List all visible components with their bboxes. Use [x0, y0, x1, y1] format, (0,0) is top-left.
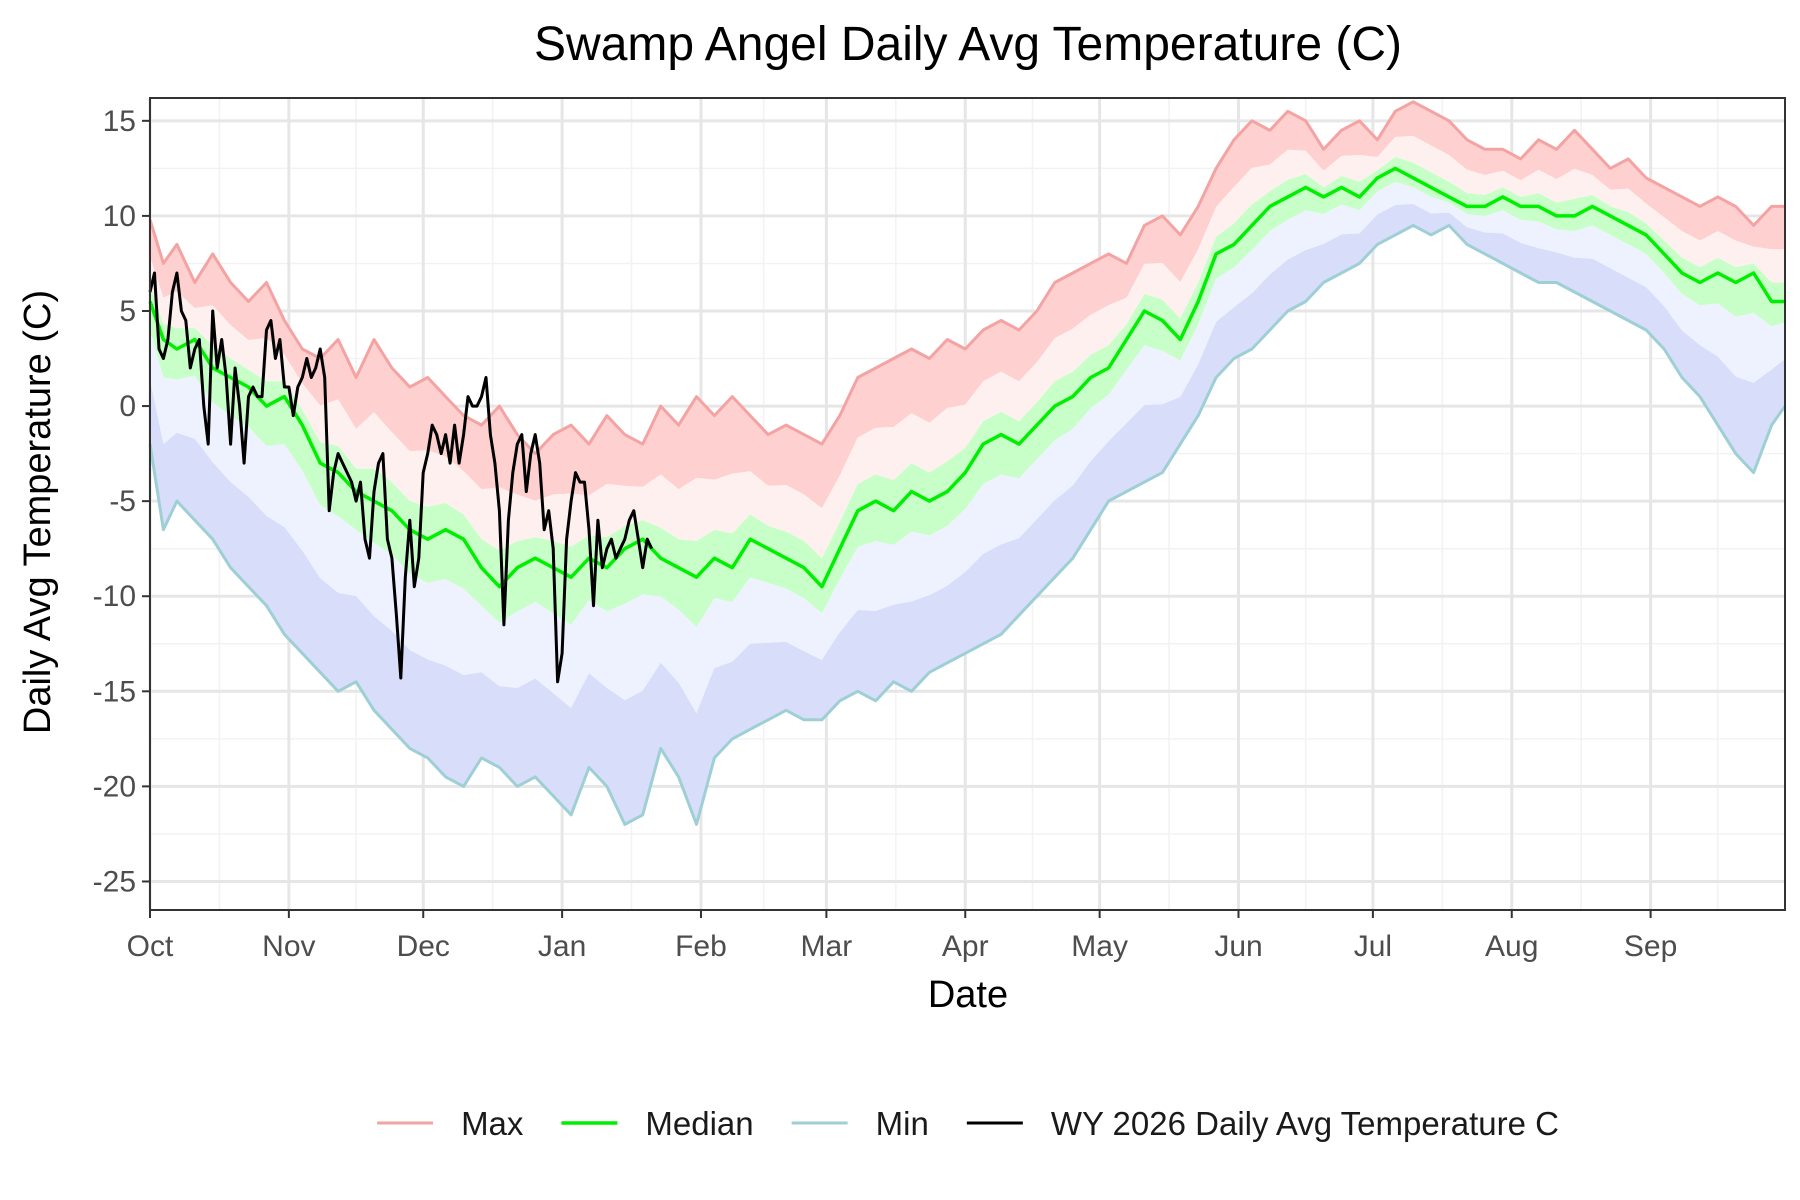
max-line — [148, 100, 1785, 456]
legend: Max Median Min WY 2026 Daily Avg Temperatur… — [377, 1105, 1559, 1142]
x-tick-label: Jul — [1354, 930, 1392, 963]
x-axis: Oct Nov Dec Jan Feb Mar Apr May Jun Jul Aug Sep — [127, 910, 1677, 963]
y-tick-label: 15 — [103, 105, 136, 138]
current-year-line — [148, 271, 654, 684]
y-tick-label: 10 — [103, 200, 136, 233]
x-tick-label: May — [1071, 930, 1128, 963]
plot-area — [148, 97, 1787, 911]
y-tick-label: -10 — [93, 580, 136, 613]
y-tick-label: -25 — [93, 865, 136, 898]
legend-item: WY 2026 Daily Avg Temperature C — [966, 1105, 1559, 1142]
x-tick-label: Sep — [1624, 930, 1677, 963]
x-tick-label: Apr — [942, 930, 989, 963]
x-tick-label: Aug — [1485, 930, 1538, 963]
legend-item: Max — [377, 1105, 524, 1142]
x-tick-label: Jan — [538, 930, 586, 963]
plot-border — [149, 97, 1786, 911]
legend-label: Median — [645, 1105, 753, 1142]
x-tick-label: Feb — [675, 930, 727, 963]
y-tick-label: -15 — [93, 675, 136, 708]
x-axis-title: Date — [928, 974, 1008, 1016]
min-line — [148, 223, 1787, 826]
y-tick-label: -5 — [109, 485, 136, 518]
x-tick-label: Oct — [127, 930, 174, 963]
x-tick-label: Nov — [262, 930, 315, 963]
legend-item: Median — [561, 1105, 754, 1142]
x-tick-label: Mar — [801, 930, 853, 963]
y-axis-title: Daily Avg Temperature (C) — [17, 290, 59, 734]
legend-label: Min — [876, 1105, 929, 1142]
median-line — [148, 166, 1785, 589]
legend-label: Max — [461, 1105, 524, 1142]
y-tick-label: 0 — [119, 390, 136, 423]
legend-label: WY 2026 Daily Avg Temperature C — [1051, 1105, 1559, 1142]
chart-title: Swamp Angel Daily Avg Temperature (C) — [534, 18, 1402, 71]
x-tick-label: Jun — [1214, 930, 1262, 963]
series-lines — [148, 100, 1787, 826]
y-axis: 15 10 5 0 -5 -10 -15 -20 -25 — [93, 105, 150, 898]
y-tick-label: 5 — [119, 295, 136, 328]
x-tick-label: Dec — [397, 930, 450, 963]
legend-item: Min — [791, 1105, 929, 1142]
y-tick-label: -20 — [93, 770, 136, 803]
